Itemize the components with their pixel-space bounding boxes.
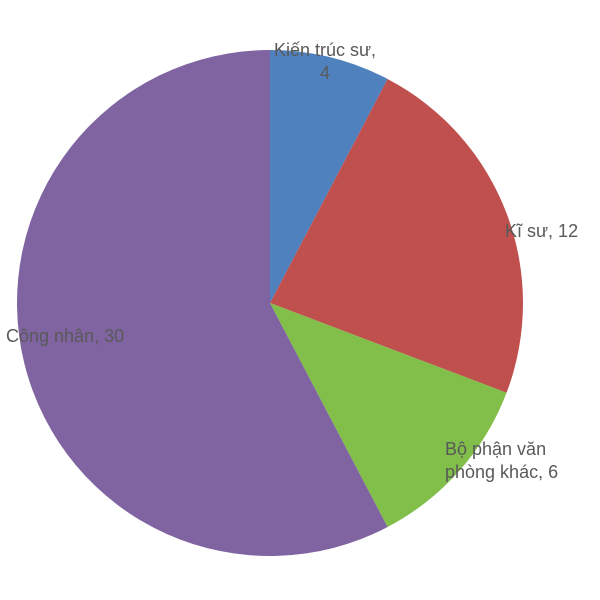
- pie-svg: [0, 0, 600, 600]
- slice-label: Công nhân, 30: [6, 325, 124, 348]
- slice-label: Kiến trúc sư,4: [274, 39, 376, 86]
- slice-label: Bộ phận vănphòng khác, 6: [445, 438, 558, 485]
- pie-chart: Kiến trúc sư,4 Kĩ sư, 12 Bộ phận vănphòng …: [0, 0, 600, 600]
- slice-label: Kĩ sư, 12: [505, 220, 578, 243]
